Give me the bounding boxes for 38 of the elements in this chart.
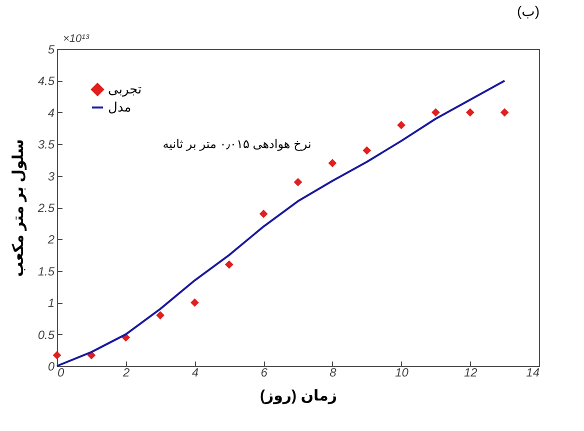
y-tick-label: 5 (48, 42, 55, 56)
legend-label: تجربی (108, 82, 142, 98)
x-tick-label: 10 (395, 366, 409, 380)
x-tick-label: 0 (58, 366, 64, 380)
y-tick-label: 1.5 (38, 264, 55, 278)
point (52, 351, 62, 360)
y-tick-label: 2 (46, 232, 55, 247)
x-tick-label: 4 (192, 366, 199, 380)
x-tick-label: 6 (260, 366, 268, 380)
y-tick-label: 3.5 (38, 138, 55, 152)
point (500, 108, 509, 117)
y-tick-label: 2.5 (36, 201, 55, 215)
line-series (56, 80, 506, 367)
point (259, 210, 268, 218)
point (362, 146, 372, 155)
point (224, 260, 234, 269)
x-tick-label: 12 (464, 366, 478, 380)
x-tick-label: 2 (122, 366, 130, 380)
x-tick-label: 8 (330, 366, 337, 380)
point (328, 158, 337, 168)
y-tick-label: 0.5 (38, 328, 55, 342)
y-tick-label: 3 (48, 169, 55, 184)
point (466, 108, 474, 117)
y-tick-label: 4 (48, 106, 55, 120)
x-tick-label: 14 (526, 366, 540, 380)
chart-title: (ب) (516, 3, 540, 19)
annotation: نرخ هوادهی ۰٫۰۱۵ متر بر ثانیه (162, 137, 312, 151)
y-axis-title: سلول بر متر مکعب (10, 139, 27, 277)
point (397, 120, 406, 130)
legend-label: مدل (108, 100, 132, 114)
x-axis-title: زمان (روز) (260, 388, 338, 404)
y-tick-label: 1 (48, 296, 54, 310)
text: ×10¹³ (63, 33, 90, 45)
point (294, 178, 302, 186)
point (190, 298, 199, 307)
point (156, 311, 164, 320)
point (432, 108, 440, 117)
y-tick-label: 4.5 (38, 74, 55, 88)
